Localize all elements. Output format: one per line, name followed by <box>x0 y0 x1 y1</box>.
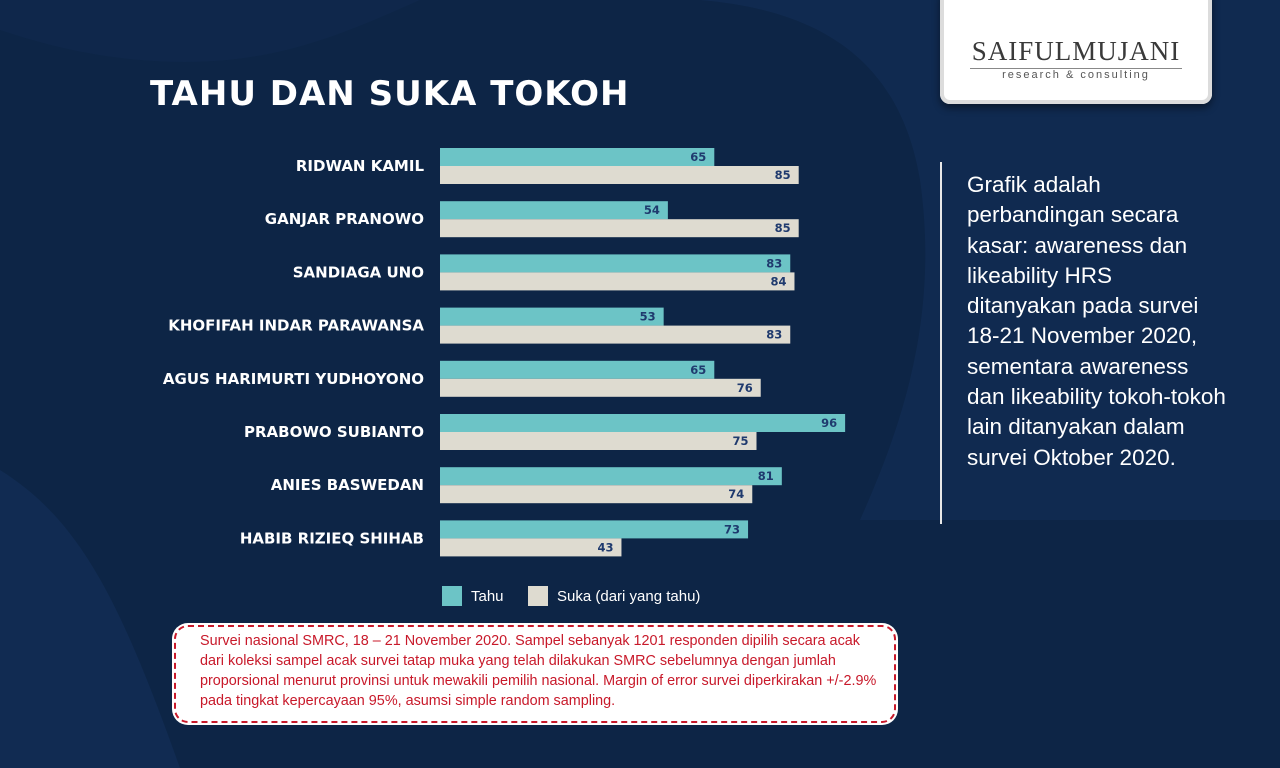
category-label: AGUS HARIMURTI YUDHOYONO <box>163 370 424 388</box>
data-label: 74 <box>728 487 744 501</box>
data-label: 85 <box>775 168 791 182</box>
page-title: TAHU DAN SUKA TOKOH <box>150 74 630 114</box>
legend-label-suka: Suka (dari yang tahu) <box>557 587 701 605</box>
data-label: 73 <box>724 522 740 536</box>
category-label: KHOFIFAH INDAR PARAWANSA <box>168 317 424 335</box>
data-label: 84 <box>770 274 786 288</box>
legend-item-tahu: Tahu <box>442 586 504 606</box>
data-label: 75 <box>732 434 748 448</box>
bar-suka <box>440 325 791 344</box>
bar-suka <box>440 538 622 557</box>
bar-chart: RIDWAN KAMIL 65 85 GANJAR PRANOWO 54 85 SANDIA… <box>163 148 846 557</box>
logo-tagline: research & consulting <box>1002 69 1150 81</box>
logo-divider <box>970 68 1182 69</box>
logo: SAIFULMUJANI research & consulting <box>940 0 1212 104</box>
category-label: ANIES BASWEDAN <box>271 476 424 494</box>
bar-suka <box>440 432 757 450</box>
note-text: Grafik adalah perbandingan secara kasar:… <box>967 172 1226 470</box>
category-label: PRABOWO SUBIANTO <box>244 423 424 441</box>
category-label: HABIB RIZIEQ SHIHAB <box>240 529 424 547</box>
legend-label-tahu: Tahu <box>471 587 504 605</box>
data-label: 83 <box>766 256 782 270</box>
data-label: 53 <box>640 310 656 324</box>
bar-suka <box>440 378 761 397</box>
data-label: 43 <box>597 540 613 554</box>
bar-suka <box>440 272 795 291</box>
data-label: 96 <box>821 416 837 430</box>
footnote-box: Survei nasional SMRC, 18 – 21 November 2… <box>174 625 896 723</box>
note-divider <box>940 162 942 524</box>
data-label: 76 <box>737 381 753 395</box>
bar-tahu <box>440 467 782 486</box>
logo-name: SAIFULMUJANI <box>971 36 1181 66</box>
bar-suka <box>440 219 799 238</box>
legend-item-suka: Suka (dari yang tahu) <box>528 586 700 606</box>
bar-suka <box>440 485 753 504</box>
data-label: 54 <box>644 203 660 217</box>
footnote-text: Survei nasional SMRC, 18 – 21 November 2… <box>200 633 877 709</box>
data-label: 81 <box>758 469 774 483</box>
legend-swatch-tahu <box>442 586 462 606</box>
data-label: 65 <box>690 363 706 377</box>
bar-suka <box>440 166 799 184</box>
data-label: 65 <box>690 150 706 164</box>
category-label: RIDWAN KAMIL <box>296 157 425 175</box>
bar-tahu <box>440 201 668 220</box>
legend-swatch-suka <box>528 586 548 606</box>
bar-tahu <box>440 414 846 432</box>
category-label: GANJAR PRANOWO <box>265 210 424 228</box>
category-label: SANDIAGA UNO <box>293 263 424 281</box>
bar-tahu <box>440 360 715 379</box>
bar-tahu <box>440 307 664 326</box>
data-label: 85 <box>775 221 791 235</box>
bar-tahu <box>440 254 791 273</box>
data-label: 83 <box>766 328 782 342</box>
bar-tahu <box>440 148 715 166</box>
bar-tahu <box>440 520 749 539</box>
